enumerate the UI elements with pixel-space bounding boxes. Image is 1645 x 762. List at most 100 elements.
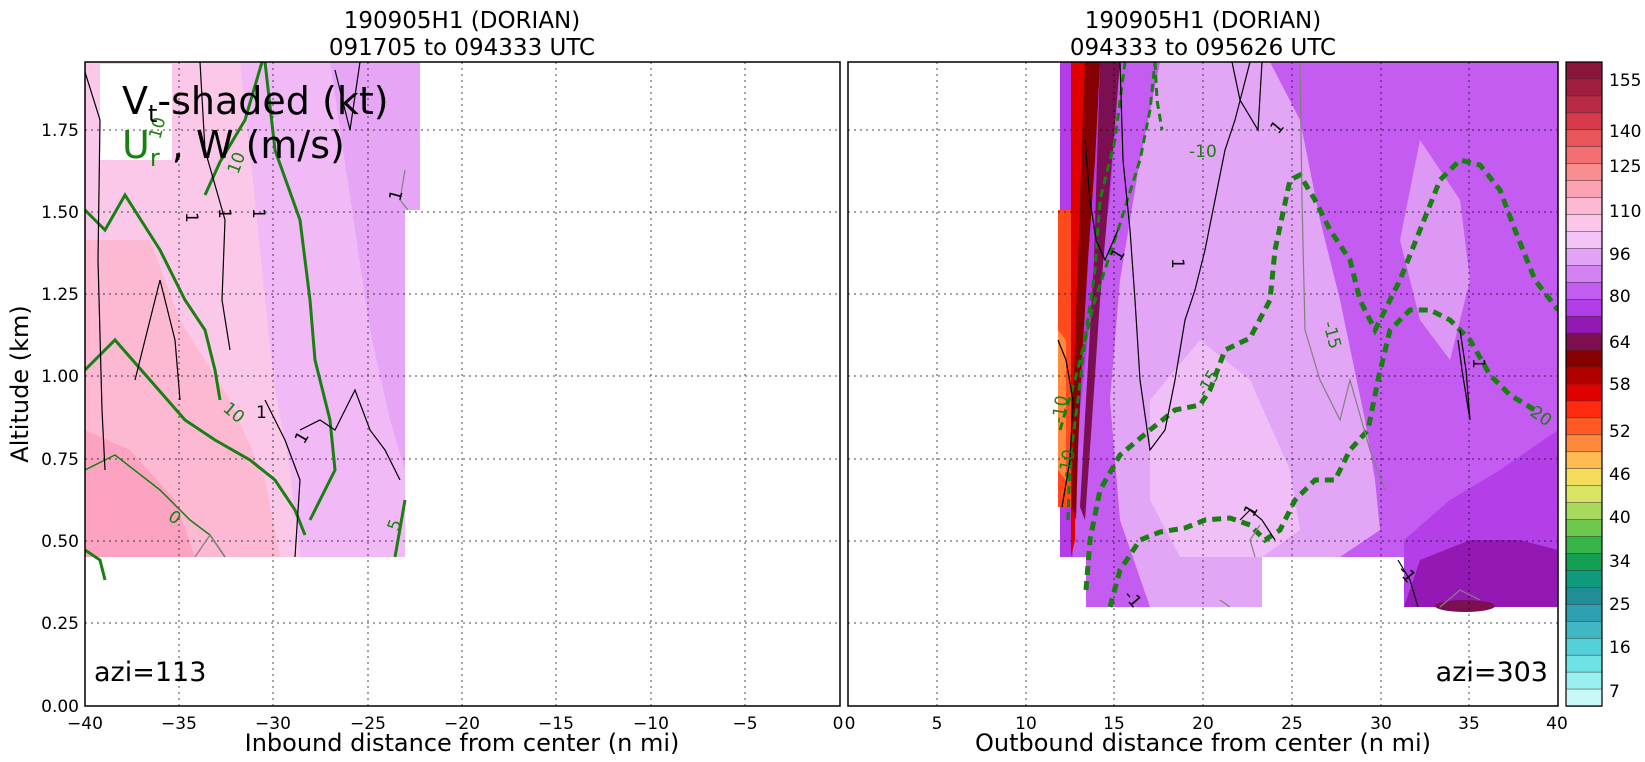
x-tick-label: −5 bbox=[732, 714, 757, 734]
legend-ur-w-label: , W (m/s) bbox=[160, 123, 345, 167]
colorbar-tick-label: 125 bbox=[1609, 157, 1641, 177]
left-w-contour bbox=[299, 388, 401, 481]
left-legend-text: Vt-shaded (kt) Ur , W (m/s) bbox=[122, 79, 389, 172]
w-contour-label: 1 bbox=[214, 208, 234, 219]
w-contour-label: 1 bbox=[386, 188, 408, 204]
right-field-deep-purple bbox=[1404, 540, 1558, 607]
colorbar-swatch bbox=[1565, 61, 1603, 80]
colorbar-tick-label: 155 bbox=[1609, 71, 1641, 91]
colorbar-swatch bbox=[1565, 214, 1603, 233]
ur-contour-label: -10 bbox=[1189, 142, 1217, 162]
colorbar-swatch bbox=[1565, 315, 1603, 334]
right-field-lighter bbox=[1150, 340, 1300, 557]
colorbar-tick-label: 7 bbox=[1609, 682, 1620, 702]
colorbar-swatch bbox=[1565, 146, 1603, 165]
colorbar-swatch bbox=[1565, 621, 1603, 639]
colorbar-swatch bbox=[1565, 637, 1603, 656]
legend-vt-symbol: V bbox=[122, 79, 148, 123]
colorbar-swatch bbox=[1565, 400, 1603, 419]
right-azimuth-label: azi=303 bbox=[1436, 657, 1548, 688]
x-tick-label: 30 bbox=[1370, 714, 1392, 734]
left-ur-contour bbox=[85, 548, 107, 581]
colorbar-tick-label: 16 bbox=[1609, 638, 1631, 658]
left-panel: 190905H1 (DORIAN) 091705 to 094333 UTC bbox=[6, 8, 843, 757]
y-tick-label: 1.25 bbox=[41, 285, 79, 305]
y-axis-label: Altitude (km) bbox=[6, 305, 34, 462]
colorbar-swatch bbox=[1565, 197, 1603, 216]
colorbar-swatch bbox=[1565, 180, 1603, 199]
colorbar-swatch bbox=[1565, 129, 1603, 148]
y-tick-label: 0.25 bbox=[41, 614, 79, 634]
colorbar-tick-label: 110 bbox=[1609, 202, 1641, 222]
left-x-axis-label: Inbound distance from center (n mi) bbox=[245, 729, 680, 757]
right-x-axis-label: Outbound distance from center (n mi) bbox=[975, 729, 1431, 757]
colorbar-swatch bbox=[1565, 231, 1603, 250]
right-w-contour-gray bbox=[1249, 524, 1261, 558]
colorbar-swatch bbox=[1565, 299, 1603, 317]
right-axes-frame bbox=[847, 61, 1559, 707]
colorbar-swatch bbox=[1565, 688, 1603, 707]
colorbar-swatch bbox=[1565, 671, 1603, 690]
left-w-contour bbox=[264, 399, 301, 558]
colorbar-swatch bbox=[1565, 485, 1603, 504]
colorbar-swatch bbox=[1565, 332, 1603, 351]
colorbar-swatch bbox=[1565, 366, 1603, 385]
x-tick-label: 35 bbox=[1458, 714, 1480, 734]
left-x-ticks: −40 −35 −30 −25 −20 −15 −10 −5 0 bbox=[67, 714, 843, 734]
y-tick-label: 1.00 bbox=[41, 367, 79, 387]
right-w-contour bbox=[1231, 62, 1263, 132]
left-w-contour-gray bbox=[399, 169, 409, 211]
colorbar-swatch bbox=[1565, 95, 1603, 114]
x-tick-label: 15 bbox=[1103, 714, 1125, 734]
left-contours bbox=[85, 62, 409, 581]
colorbar-ticks: 155 140 125 110 96 80 64 58 52 46 40 34 … bbox=[1609, 71, 1641, 702]
right-field-eyewall-dark bbox=[1072, 62, 1100, 520]
x-tick-label: −25 bbox=[350, 714, 386, 734]
colorbar-tick-label: 80 bbox=[1609, 287, 1631, 307]
x-tick-label: 40 bbox=[1546, 714, 1568, 734]
left-w-contour bbox=[134, 279, 181, 401]
left-ur-contour bbox=[263, 62, 337, 521]
right-x-ticks: 0 5 10 15 20 25 30 35 40 bbox=[845, 714, 1568, 734]
colorbar-tick-label: 34 bbox=[1609, 552, 1631, 572]
y-tick-label: 1.50 bbox=[41, 203, 79, 223]
colorbar: 155 140 125 110 96 80 64 58 52 46 40 34 … bbox=[1565, 61, 1641, 707]
x-tick-label: −10 bbox=[633, 714, 669, 734]
right-w-contour bbox=[1057, 339, 1074, 508]
colorbar-swatches bbox=[1565, 61, 1603, 707]
legend-ur-subscript: r bbox=[150, 144, 160, 172]
left-ur-contour bbox=[85, 337, 307, 536]
colorbar-swatch bbox=[1565, 570, 1603, 589]
w-contour-label: 1 bbox=[256, 403, 267, 423]
colorbar-tick-label: 40 bbox=[1609, 508, 1631, 528]
right-field-eyewall-amber bbox=[1058, 330, 1066, 480]
left-subtitle: 091705 to 094333 UTC bbox=[329, 35, 595, 61]
colorbar-swatch bbox=[1565, 553, 1603, 572]
right-w-contour bbox=[1119, 62, 1251, 452]
legend-vt-subscript: t bbox=[148, 100, 157, 128]
colorbar-swatch bbox=[1565, 587, 1603, 606]
left-legend-box bbox=[100, 64, 172, 160]
right-subtitle: 094333 to 095626 UTC bbox=[1070, 35, 1336, 61]
right-w-contour-gray bbox=[1439, 589, 1481, 608]
y-tick-label: 0.50 bbox=[41, 532, 79, 552]
colorbar-swatch bbox=[1565, 383, 1603, 402]
right-w-contour-gray bbox=[1299, 62, 1386, 491]
colorbar-tick-label: 58 bbox=[1609, 375, 1631, 395]
left-w-contour-gray bbox=[194, 533, 226, 558]
colorbar-swatch bbox=[1565, 604, 1603, 623]
w-contour-label: 1 bbox=[181, 212, 201, 223]
colorbar-swatch bbox=[1565, 654, 1603, 673]
colorbar-swatch bbox=[1565, 163, 1603, 182]
right-ur-contour bbox=[1066, 62, 1127, 521]
colorbar-swatch bbox=[1565, 248, 1603, 267]
right-panel: 190905H1 (DORIAN) 094333 to 095626 UTC bbox=[845, 8, 1568, 757]
left-ur-contour bbox=[393, 499, 407, 558]
right-w-contour bbox=[1397, 559, 1419, 608]
colorbar-swatch bbox=[1565, 434, 1603, 453]
colorbar-swatch bbox=[1565, 417, 1603, 436]
right-field-lighter bbox=[1400, 140, 1470, 360]
x-tick-label: −35 bbox=[161, 714, 197, 734]
y-tick-label: 0.75 bbox=[41, 450, 79, 470]
colorbar-swatch bbox=[1565, 78, 1603, 97]
